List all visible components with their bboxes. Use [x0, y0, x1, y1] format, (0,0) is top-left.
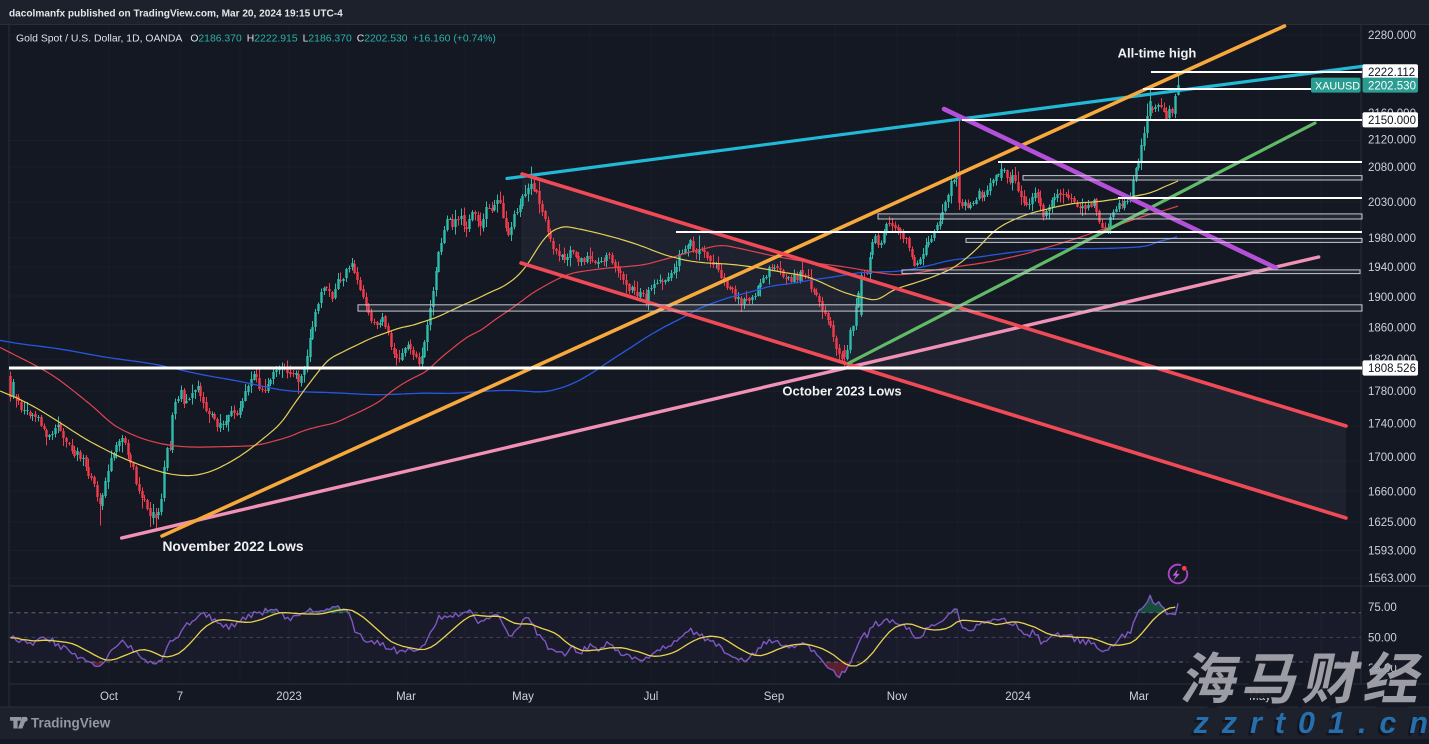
svg-text:Gold Spot / U.S. Dollar, 1D, O: Gold Spot / U.S. Dollar, 1D, OANDAO2186.… — [16, 34, 496, 45]
svg-text:1940.000: 1940.000 — [1368, 262, 1416, 274]
svg-text:Sep: Sep — [764, 691, 784, 703]
svg-text:November 2022 Lows: November 2022 Lows — [162, 539, 303, 554]
svg-text:2120.000: 2120.000 — [1368, 135, 1416, 147]
svg-text:75.00: 75.00 — [1368, 602, 1397, 614]
svg-text:1660.000: 1660.000 — [1368, 486, 1416, 498]
svg-text:All-time high: All-time high — [1118, 46, 1197, 61]
svg-text:May: May — [512, 691, 534, 703]
svg-text:1700.000: 1700.000 — [1368, 452, 1416, 464]
svg-text:2222.112: 2222.112 — [1368, 67, 1415, 79]
svg-text:1740.000: 1740.000 — [1368, 419, 1416, 431]
svg-text:October 2023 Lows: October 2023 Lows — [782, 384, 901, 399]
svg-text:2080.000: 2080.000 — [1368, 162, 1416, 174]
svg-text:1900.000: 1900.000 — [1368, 292, 1416, 304]
svg-text:Mar: Mar — [396, 691, 416, 703]
svg-text:2202.530: 2202.530 — [1368, 80, 1416, 92]
svg-text:2030.000: 2030.000 — [1368, 197, 1416, 209]
svg-text:Oct: Oct — [100, 691, 119, 703]
svg-text:XAUUSD: XAUUSD — [1315, 80, 1360, 92]
svg-text:2024: 2024 — [1005, 691, 1031, 703]
svg-text:1808.526: 1808.526 — [1368, 363, 1416, 375]
svg-text:1563.000: 1563.000 — [1368, 573, 1416, 585]
svg-text:Mar: Mar — [1129, 691, 1149, 703]
svg-text:1593.000: 1593.000 — [1368, 546, 1416, 558]
svg-text:50.00: 50.00 — [1368, 632, 1397, 644]
svg-text:7: 7 — [177, 691, 183, 703]
svg-text:2280.000: 2280.000 — [1368, 30, 1416, 42]
svg-text:TradingView: TradingView — [31, 716, 111, 731]
svg-text:zzrt01.cn: zzrt01.cn — [1193, 706, 1429, 739]
svg-text:Nov: Nov — [887, 691, 908, 703]
svg-text:2150.000: 2150.000 — [1368, 115, 1416, 127]
svg-text:Jul: Jul — [644, 691, 659, 703]
svg-text:1625.000: 1625.000 — [1368, 517, 1416, 529]
svg-text:1980.000: 1980.000 — [1368, 233, 1416, 245]
svg-text:dacolmanfx published on Tradin: dacolmanfx published on TradingView.com,… — [9, 9, 343, 20]
svg-text:1780.000: 1780.000 — [1368, 386, 1416, 398]
svg-text:1860.000: 1860.000 — [1368, 323, 1416, 335]
svg-text:2023: 2023 — [276, 691, 302, 703]
